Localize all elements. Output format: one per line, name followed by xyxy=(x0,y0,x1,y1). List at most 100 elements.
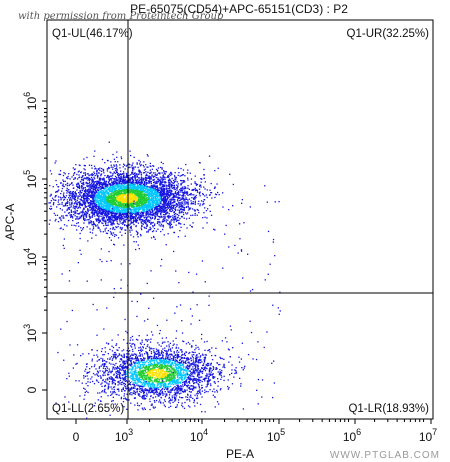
event-dot xyxy=(84,173,87,175)
event-dot xyxy=(129,190,131,192)
event-dot xyxy=(157,210,159,212)
event-dot xyxy=(97,213,99,215)
event-dot xyxy=(102,191,104,193)
event-dot xyxy=(175,217,177,219)
event-dot xyxy=(84,172,86,174)
event-dot xyxy=(147,177,149,179)
event-dot xyxy=(196,183,199,186)
event-dot xyxy=(92,184,94,186)
event-dot xyxy=(97,215,99,217)
event-dot xyxy=(148,215,150,218)
event-dot xyxy=(165,181,167,184)
event-dot xyxy=(133,195,136,197)
event-dot xyxy=(96,212,98,214)
event-dot xyxy=(92,212,94,214)
event-dot xyxy=(148,190,150,192)
event-dot xyxy=(106,159,109,162)
event-dot xyxy=(145,222,147,224)
event-dot xyxy=(129,195,131,197)
event-dot xyxy=(145,187,147,189)
event-dot xyxy=(112,194,114,196)
event-dot xyxy=(150,192,152,195)
event-dot xyxy=(124,221,127,223)
event-dot xyxy=(112,181,114,183)
event-dot xyxy=(165,204,168,206)
event-dot xyxy=(172,202,174,204)
event-dot xyxy=(137,222,139,224)
event-dot xyxy=(131,217,133,219)
event-dot xyxy=(75,218,77,220)
event-dot xyxy=(134,202,136,205)
event-dot xyxy=(178,191,180,193)
event-dot xyxy=(76,203,79,206)
event-dot xyxy=(96,170,98,172)
event-dot xyxy=(117,173,119,175)
event-dot xyxy=(157,212,159,215)
event-dot xyxy=(113,203,115,206)
event-dot xyxy=(173,204,175,207)
event-dot xyxy=(187,201,189,203)
event-dot xyxy=(172,194,174,196)
event-dot xyxy=(120,214,122,216)
event-dot xyxy=(133,187,135,189)
event-dot xyxy=(146,213,148,215)
event-dot xyxy=(102,222,104,225)
event-dot xyxy=(175,180,177,182)
event-dot xyxy=(157,221,159,223)
event-dot xyxy=(160,193,162,195)
event-dot xyxy=(108,208,111,210)
event-dot xyxy=(151,168,153,170)
event-dot xyxy=(170,171,172,173)
event-dot xyxy=(166,185,168,187)
event-dot xyxy=(61,184,64,187)
event-dot xyxy=(140,186,142,188)
event-dot xyxy=(172,196,174,199)
event-dot xyxy=(162,192,164,194)
event-dot xyxy=(190,202,193,204)
event-dot xyxy=(68,202,71,204)
event-dot xyxy=(142,193,144,195)
event-dot xyxy=(135,198,138,200)
event-dot xyxy=(84,218,86,220)
event-dot xyxy=(180,198,182,200)
event-dot xyxy=(120,229,123,231)
event-dot xyxy=(147,176,149,178)
event-dot xyxy=(123,219,125,222)
event-dot xyxy=(131,173,133,175)
event-dot xyxy=(187,169,189,171)
event-dot xyxy=(72,198,74,200)
event-dot xyxy=(83,200,85,202)
event-dot xyxy=(135,207,137,209)
event-dot xyxy=(125,198,127,200)
event-dot xyxy=(134,192,136,194)
event-dot xyxy=(179,202,181,204)
event-dot xyxy=(176,192,179,194)
event-dot xyxy=(151,195,153,197)
event-dot xyxy=(91,204,93,206)
event-dot xyxy=(118,182,121,184)
event-dot xyxy=(101,158,104,161)
event-dot xyxy=(151,208,153,210)
event-dot xyxy=(98,186,100,189)
event-dot xyxy=(92,191,94,193)
event-dot xyxy=(89,205,91,207)
event-dot xyxy=(110,186,112,188)
event-dot xyxy=(107,211,109,213)
event-dot xyxy=(87,209,89,211)
event-dot xyxy=(126,204,128,206)
event-dot xyxy=(105,204,107,206)
event-dot xyxy=(71,176,73,178)
event-dot xyxy=(100,186,102,188)
event-dot xyxy=(138,186,140,188)
event-dot xyxy=(124,199,126,201)
event-dot xyxy=(74,208,76,210)
event-dot xyxy=(136,231,138,233)
event-dot xyxy=(121,227,124,229)
event-dot xyxy=(176,203,178,205)
event-dot xyxy=(88,174,90,177)
event-dot xyxy=(164,205,166,208)
event-dot xyxy=(94,209,97,211)
event-dot xyxy=(118,203,120,205)
event-dot xyxy=(63,195,65,197)
